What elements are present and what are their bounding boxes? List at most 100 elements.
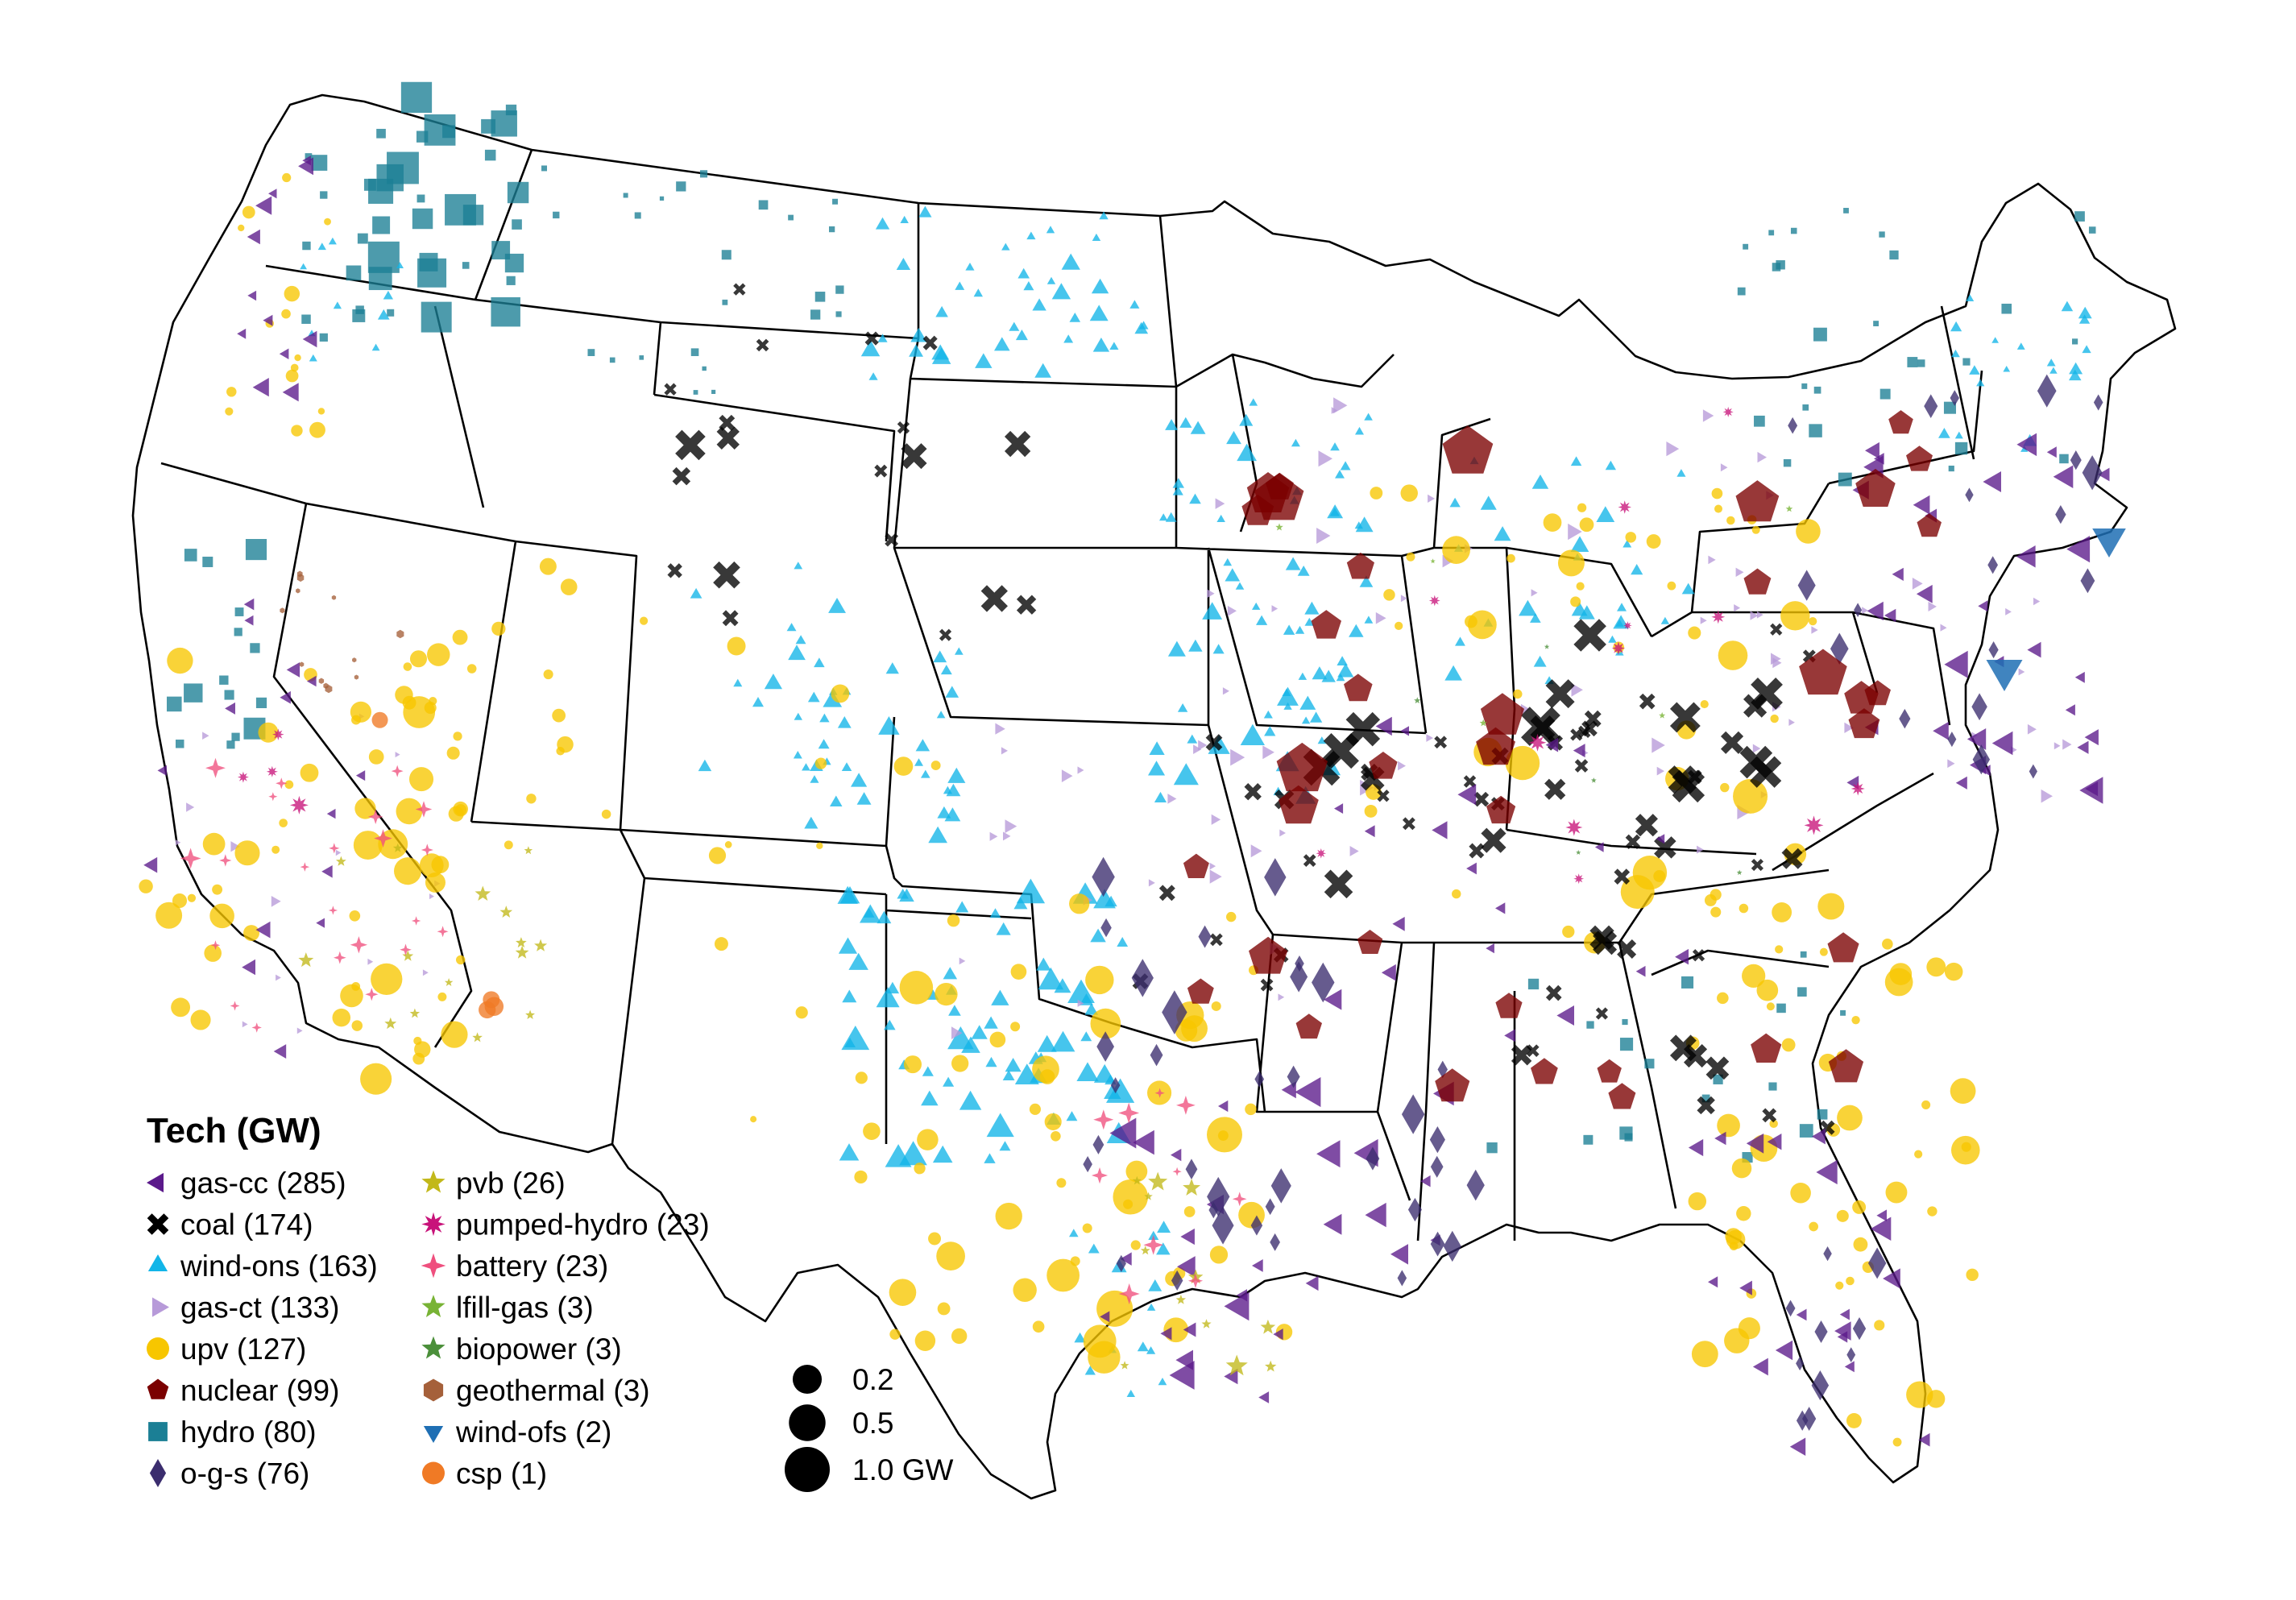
wind-ons-marker [1335,470,1345,479]
pumped-hydro-marker [1428,595,1440,607]
gas-ct-marker [1227,605,1237,616]
nuclear-marker [1751,1033,1782,1063]
wind-ons-marker [1084,1366,1096,1375]
upv-marker [1780,601,1810,631]
upv-marker [354,798,376,819]
wind-ons-marker [1226,430,1241,445]
hydro-marker [1962,358,1971,366]
upv-marker [332,1008,351,1027]
hydro-marker [1954,441,1968,455]
hydro-marker [587,349,595,356]
coal-marker [1668,765,1697,794]
size-legend-circle [789,1404,826,1441]
wind-ons-marker [973,288,983,297]
gas-cc-marker [1324,989,1342,1010]
gas-ct-marker [1148,879,1155,887]
o-g-s-marker [1270,1168,1291,1204]
coal-marker [1210,933,1223,947]
battery-marker [230,1001,240,1011]
upv-marker [431,856,450,874]
gas-cc-legend-icon [147,1172,164,1193]
gas-cc-marker [1594,842,1604,852]
wind-ons-marker [1225,568,1241,582]
battery-marker [1091,1167,1109,1184]
geothermal-marker [318,678,325,684]
pvb-marker [444,978,454,986]
hydro-marker [387,309,395,317]
hydro-marker [711,389,716,394]
upv-marker [1819,947,1828,956]
upv-marker [893,756,914,776]
pvb-marker [409,1008,421,1018]
legend-label: upv (127) [180,1333,306,1366]
legend-label: hydro (80) [180,1416,317,1449]
upv-marker [1130,1240,1141,1250]
wind-ons-marker [830,795,843,806]
o-g-s-marker [1430,1155,1444,1178]
gas-cc-marker [143,856,158,873]
nuclear-marker [1357,930,1383,954]
wind-ons-marker [909,344,923,357]
hydro-marker [721,250,731,260]
wind-ons-marker [937,806,951,819]
coal-marker [1750,756,1782,788]
upv-marker [914,1330,936,1351]
gas-cc-marker [1876,1209,1887,1221]
upv-marker [543,669,553,680]
wind-ons-marker [1285,557,1301,570]
wind-ons-marker [994,337,1010,351]
wind-ons-marker [1061,253,1080,270]
geothermal-marker [396,629,404,639]
lfill-gas-legend-icon [421,1295,446,1317]
wind-ons-marker [1038,967,1064,990]
legend-item-pumped-hydro: pumped-hydro (23) [421,1208,710,1241]
gas-ct-marker [429,893,434,900]
gas-cc-marker [1816,1159,1838,1185]
upv-marker [1085,965,1114,995]
hydro-marker [1790,227,1797,234]
nuclear-marker [1906,446,1933,471]
wind-ons-marker [1277,686,1299,706]
biopower-marker [1414,697,1421,704]
coal-marker [675,429,706,461]
coal-marker [1377,790,1390,802]
gas-ct-marker [1844,722,1854,733]
gas-cc-marker [1457,784,1477,806]
o-g-s-marker [1430,1231,1445,1257]
wind-ons-marker [984,1153,996,1163]
hydro-marker [699,170,708,178]
gas-cc-marker [242,959,255,976]
wind-ons-marker [1455,636,1465,646]
gas-ct-marker [1531,589,1538,597]
wind-ons-marker [1069,313,1081,322]
pvb-marker [298,952,314,968]
gas-ct-marker [959,957,966,965]
coal-marker [1205,734,1223,751]
wind-ons-marker [961,1036,980,1053]
hydro-marker [367,241,400,273]
upv-marker [226,387,237,397]
wind-ons-marker [1312,666,1328,680]
upv-marker [1039,1069,1055,1084]
coal-marker [1402,817,1415,831]
o-g-s-marker [1131,959,1154,997]
gas-cc-marker [1675,948,1689,965]
geothermal-marker [323,682,329,689]
gas-ct-marker [2054,742,2061,750]
wind-ons-marker [1570,456,1582,466]
gas-ct-marker [1571,683,1583,697]
wind-ons-marker [1264,726,1276,736]
o-g-s-marker [1265,1198,1275,1216]
geothermal-marker [331,595,337,600]
coal-marker [672,466,691,486]
coal-marker [713,561,740,589]
o-g-s-marker [1867,1247,1887,1279]
upv-marker [368,749,384,765]
upv-marker [1739,903,1749,914]
wind-ons-marker [690,587,702,599]
hydro-marker [245,539,267,561]
wind-ons-marker [1263,710,1273,719]
gas-cc-marker [2077,740,2089,754]
wind-ons-marker [1283,624,1295,635]
o-g-s-marker [1988,640,1999,659]
